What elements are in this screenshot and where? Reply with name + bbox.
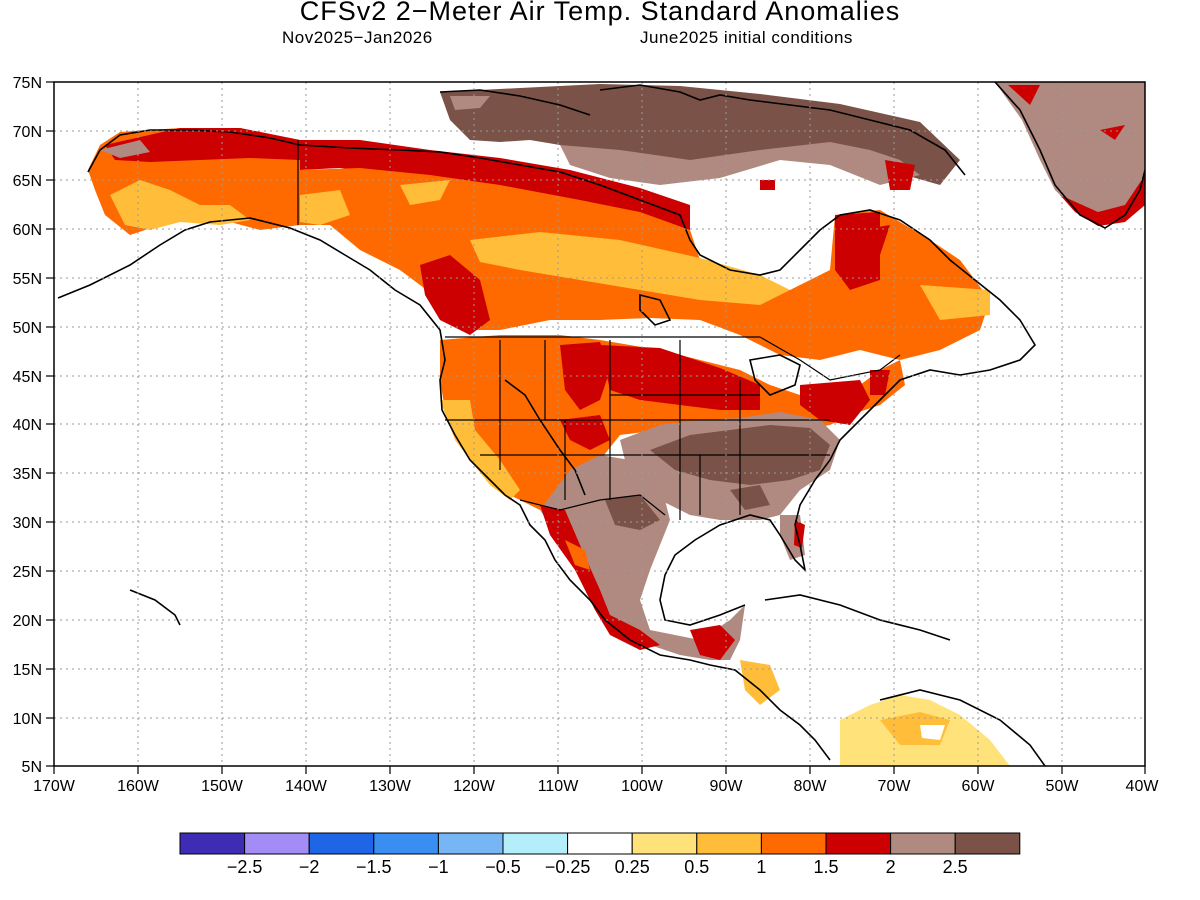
latitude-labels: 5N 10N 15N 20N 25N 30N 35N 40N 45N 50N 5…	[13, 75, 42, 776]
lon-label: 160W	[117, 778, 160, 795]
colorbar-swatch	[244, 832, 310, 855]
lon-label: 140W	[285, 778, 328, 795]
colorbar-label: −2	[299, 857, 320, 877]
lon-label: 100W	[621, 778, 664, 795]
lon-label: 60W	[962, 778, 996, 795]
lat-label: 20N	[13, 613, 42, 630]
colorbar-swatch	[696, 832, 762, 855]
colorbar-swatch	[567, 832, 633, 855]
anomaly-field	[88, 82, 1145, 766]
lat-label: 50N	[13, 320, 42, 337]
lon-label: 130W	[369, 778, 412, 795]
colorbar-label: −2.5	[227, 857, 263, 877]
colorbar	[179, 832, 1021, 855]
lat-label: 10N	[13, 711, 42, 728]
lon-label: 90W	[710, 778, 744, 795]
lat-label: 40N	[13, 417, 42, 434]
colorbar-label: 1.5	[813, 857, 838, 877]
lon-label: 120W	[453, 778, 496, 795]
colorbar-swatch	[179, 832, 246, 855]
borders	[297, 140, 901, 520]
lat-label: 30N	[13, 515, 42, 532]
lat-label: 25N	[13, 564, 42, 581]
forecast-period: Nov2025−Jan2026	[282, 28, 433, 47]
colorbar-swatch	[308, 832, 375, 855]
greenland-anomaly	[995, 82, 1145, 226]
graticule	[54, 82, 1145, 766]
colorbar-label: 2	[886, 857, 896, 877]
lon-label: 70W	[878, 778, 912, 795]
lon-label: 150W	[201, 778, 244, 795]
colorbar-swatch	[502, 832, 569, 855]
lon-label: 110W	[538, 778, 580, 795]
colorbar-swatch	[631, 832, 698, 855]
colorbar-labels: −2.5 −2 −1.5 −1 −0.5 −0.25 0.25 0.5 1 1.5 2 2.5	[227, 857, 968, 877]
lon-label: 50W	[1046, 778, 1080, 795]
tick-marks	[46, 81, 1146, 774]
lat-label: 70N	[13, 124, 42, 141]
lat-label: 65N	[13, 173, 42, 190]
colorbar-label: −0.25	[545, 857, 591, 877]
coastlines	[57, 82, 1145, 766]
colorbar-label: −1	[428, 857, 449, 877]
colorbar-swatch	[373, 832, 439, 855]
colorbar-swatch	[760, 832, 827, 855]
colorbar-swatch	[954, 832, 1021, 855]
map-title: CFSv2 2−Meter Air Temp. Standard Anomali…	[299, 0, 901, 26]
lat-label: 55N	[13, 271, 42, 288]
lat-label: 75N	[13, 75, 42, 92]
central-canada-band	[470, 232, 790, 305]
lat-label: 45N	[13, 369, 42, 386]
lat-label: 60N	[13, 222, 42, 239]
colorbar-label: 1	[756, 857, 766, 877]
colorbar-label: 0.25	[615, 857, 650, 877]
colorbar-swatch	[825, 832, 892, 855]
lat-label: 15N	[13, 662, 42, 679]
colorbar-label: 2.5	[943, 857, 968, 877]
lat-label: 5N	[22, 759, 42, 776]
longitude-labels: 170W 160W 150W 140W 130W 120W 110W 100W …	[33, 778, 1159, 795]
lon-label: 80W	[794, 778, 828, 795]
greenland-warm-edge	[1060, 175, 1145, 226]
lon-label: 170W	[33, 778, 76, 795]
colorbar-label: −0.5	[485, 857, 521, 877]
initial-conditions: June2025 initial conditions	[640, 28, 853, 47]
colorbar-swatch	[437, 832, 504, 855]
colorbar-label: 0.5	[684, 857, 709, 877]
colorbar-swatch	[890, 832, 956, 855]
lon-label: 40W	[1126, 778, 1160, 795]
lat-label: 35N	[13, 466, 42, 483]
colorbar-label: −1.5	[356, 857, 392, 877]
